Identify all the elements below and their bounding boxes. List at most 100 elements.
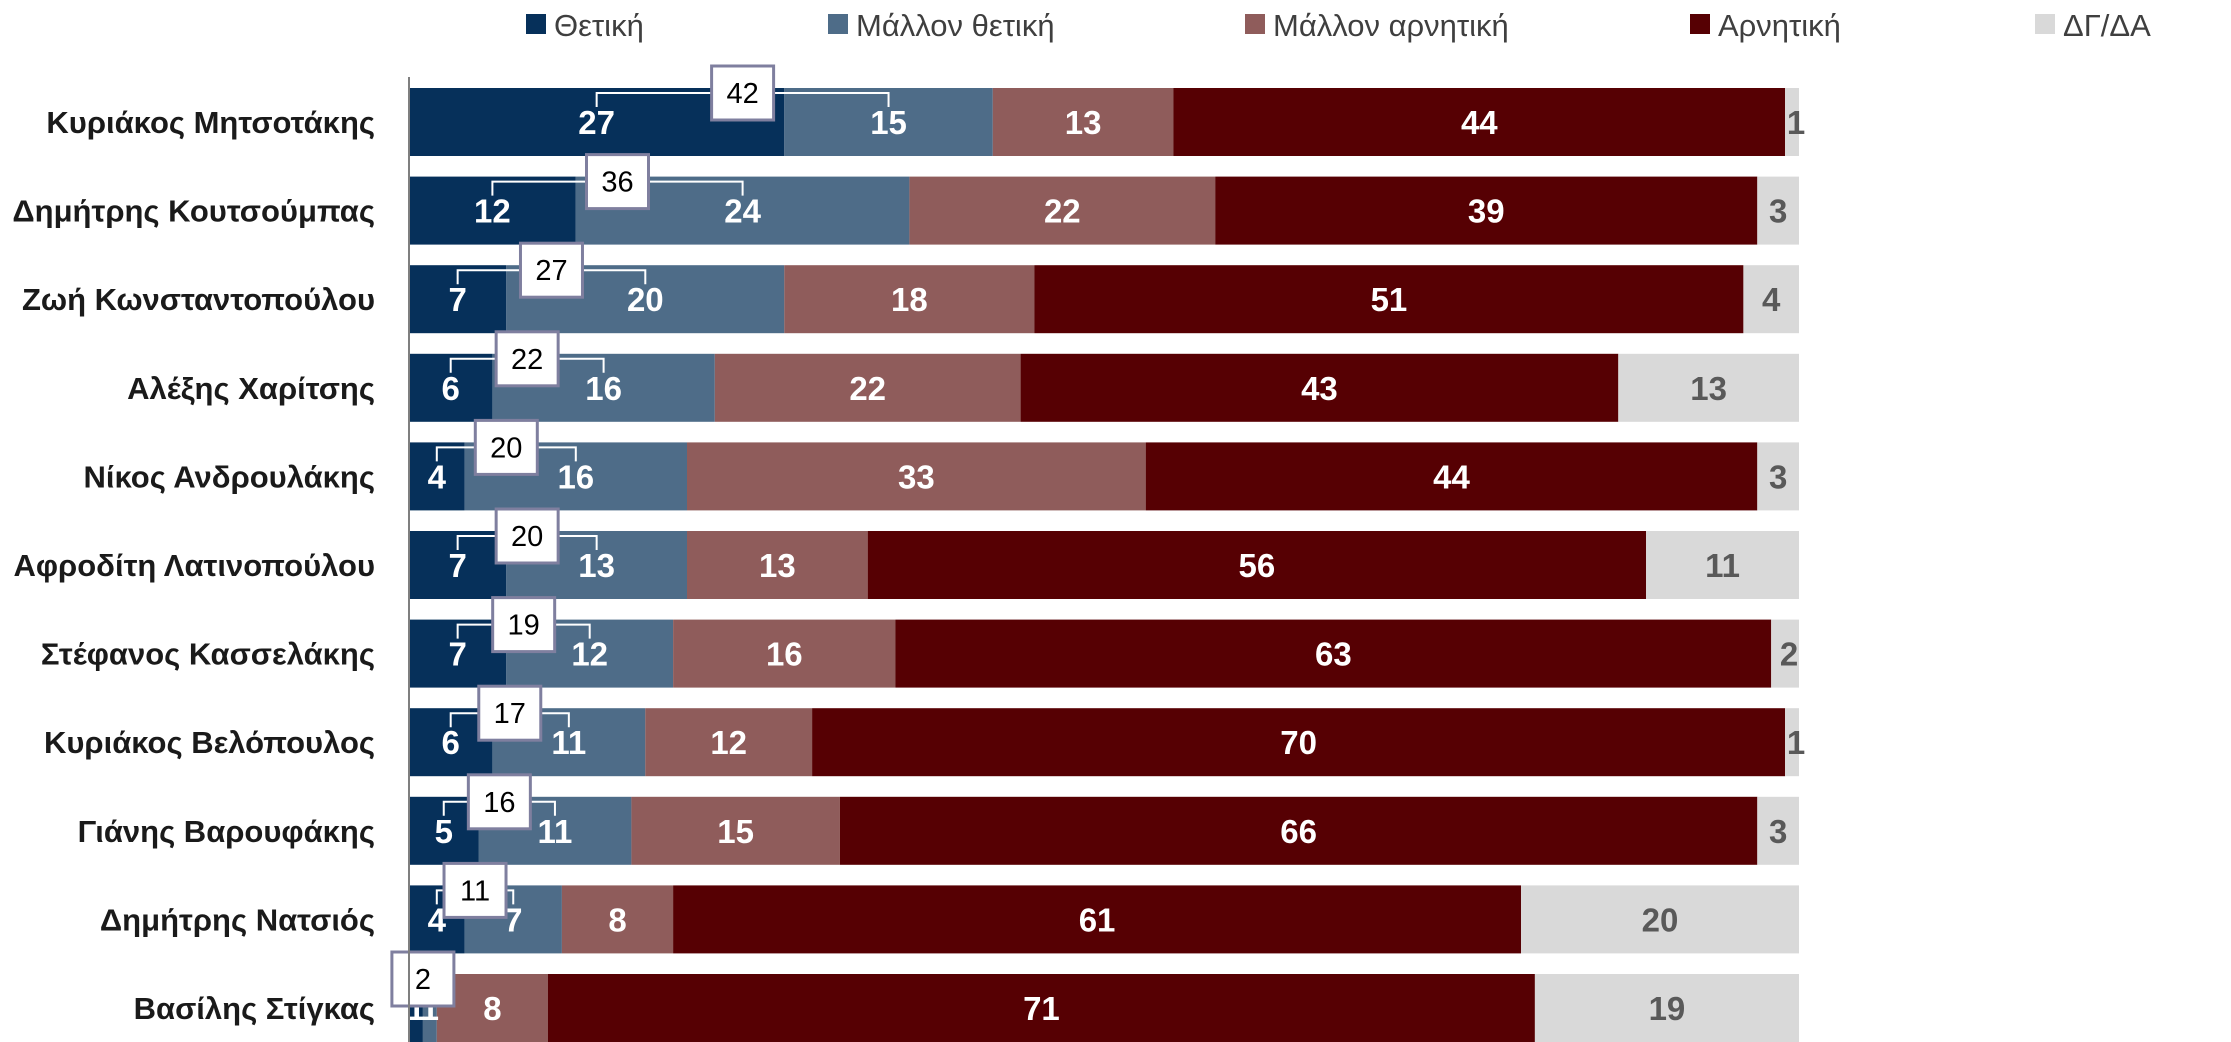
value-label: 22 — [1044, 193, 1081, 230]
bar-segment — [1034, 265, 1744, 334]
bar-segment — [561, 885, 674, 954]
total-value: 2 — [415, 964, 431, 996]
legend-label: Θετική — [554, 8, 644, 43]
legend-label: Μάλλον θετική — [856, 8, 1055, 43]
total-value: 22 — [511, 344, 543, 376]
value-label: 43 — [1301, 370, 1338, 407]
value-label: 1 — [1787, 724, 1805, 761]
value-label: 13 — [578, 547, 615, 584]
value-label: 4 — [1762, 281, 1781, 318]
bar-segment — [1757, 176, 1799, 245]
legend-item: Θετική — [526, 8, 644, 43]
legend-swatch — [828, 14, 848, 34]
bar-segment — [909, 176, 1216, 245]
value-label: 63 — [1315, 636, 1352, 673]
value-label: 27 — [578, 104, 615, 141]
total-value: 42 — [726, 78, 758, 110]
category-label: Βασίλης Στίγκας — [134, 991, 375, 1026]
legend-swatch — [1690, 14, 1710, 34]
value-label: 66 — [1280, 813, 1317, 850]
total-value: 20 — [490, 432, 522, 464]
total-value: 17 — [494, 698, 526, 730]
bar-segment — [673, 619, 896, 688]
legend-label: ΔΓ/ΔΑ — [2063, 8, 2151, 43]
category-labels: Κυριάκος Μητσοτάκης Δημήτρης Κουτσούμπας Ζ… — [12, 105, 375, 1026]
total-value: 36 — [601, 167, 633, 199]
bar-segment — [714, 353, 1021, 422]
bar-segment — [1785, 88, 1799, 156]
legend-item: Μάλλον θετική — [828, 8, 1055, 43]
bar-segment — [1534, 974, 1799, 1042]
value-label: 22 — [849, 370, 886, 407]
bar-segment — [1771, 619, 1799, 688]
value-label: 56 — [1239, 547, 1276, 584]
value-label: 12 — [710, 724, 747, 761]
bar-segment — [1757, 442, 1799, 511]
value-label: 44 — [1433, 458, 1470, 495]
total-value: 20 — [511, 521, 543, 553]
bar-segment — [812, 708, 1786, 777]
value-label: 18 — [891, 281, 928, 318]
value-label: 1 — [1787, 104, 1805, 141]
legend-label: Μάλλον αρνητική — [1273, 8, 1509, 43]
legend-swatch — [2035, 14, 2055, 34]
total-box — [466, 773, 532, 831]
value-label: 13 — [1690, 370, 1727, 407]
category-label: Κυριάκος Βελόπουλος — [44, 725, 375, 760]
value-label: 12 — [474, 193, 511, 230]
total-value: 19 — [508, 610, 540, 642]
value-label: 7 — [504, 901, 522, 938]
total-box — [585, 153, 650, 211]
value-label: 61 — [1079, 901, 1116, 938]
value-label: 5 — [435, 813, 453, 850]
category-label: Στέφανος Κασσελάκης — [41, 637, 375, 672]
value-label: 7 — [448, 547, 466, 584]
value-label: 24 — [724, 193, 761, 230]
total-box — [710, 64, 776, 122]
value-label: 20 — [627, 281, 664, 318]
bar-segment — [867, 531, 1647, 599]
value-label: 4 — [428, 458, 447, 495]
legend-label: Αρνητική — [1718, 8, 1841, 43]
bar-segment — [687, 442, 1146, 511]
bar-segment — [687, 531, 868, 599]
positive-total: 2 — [390, 950, 456, 1008]
value-label: 13 — [759, 547, 796, 584]
value-label: 19 — [1649, 990, 1686, 1027]
value-label: 3 — [1769, 813, 1787, 850]
bar-segment — [839, 796, 1758, 865]
value-label: 15 — [717, 813, 754, 850]
bar-segment — [645, 708, 813, 777]
bar-segment — [1646, 531, 1799, 599]
positive-totals: 42 36 27 22 20 20 19 17 16 11 2 — [390, 64, 890, 1008]
total-value: 27 — [535, 255, 567, 287]
value-label: 2 — [1780, 636, 1798, 673]
positive-total: 27 — [456, 241, 647, 299]
positive-total: 20 — [456, 507, 598, 565]
positive-total: 11 — [435, 861, 515, 919]
value-label: 11 — [1705, 547, 1740, 584]
value-label: 13 — [1065, 104, 1102, 141]
positive-total: 19 — [456, 596, 591, 654]
value-label: 8 — [608, 901, 626, 938]
bar-segment — [1173, 88, 1786, 156]
bar-segment — [548, 974, 1535, 1042]
bar-segment — [1521, 885, 1799, 954]
total-value: 16 — [483, 787, 515, 819]
total-value: 11 — [460, 875, 490, 907]
value-label: 70 — [1280, 724, 1317, 761]
category-label: Αλέξης Χαρίτσης — [127, 371, 375, 406]
value-label: 4 — [428, 901, 447, 938]
value-label: 39 — [1468, 193, 1505, 230]
total-box — [442, 861, 508, 919]
bar-segment — [1743, 265, 1799, 334]
value-label: 16 — [766, 636, 803, 673]
bars: 27 15 13 44 112 24 22 39 37 20 18 51 46 16 22 43 134 16 33… — [407, 88, 1805, 1042]
positive-total: 17 — [449, 684, 570, 742]
positive-total: 16 — [442, 773, 556, 831]
value-label: 15 — [870, 104, 907, 141]
total-box — [390, 950, 456, 1008]
total-box — [491, 596, 557, 654]
bar-segment — [895, 619, 1772, 688]
